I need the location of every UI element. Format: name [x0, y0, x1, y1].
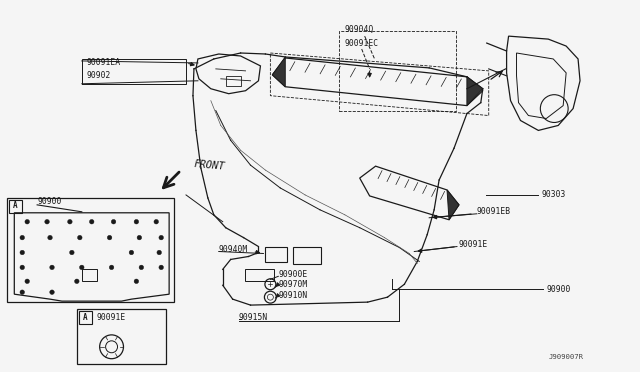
Circle shape	[74, 279, 79, 283]
Text: FRONT: FRONT	[193, 159, 225, 171]
Text: 90970M: 90970M	[278, 280, 308, 289]
Text: J909007R: J909007R	[548, 354, 583, 360]
Text: 90091EA: 90091EA	[87, 58, 121, 67]
Bar	[77, 309, 166, 364]
Circle shape	[79, 265, 84, 270]
Text: A: A	[83, 312, 87, 321]
Text: 90900E: 90900E	[278, 270, 308, 279]
Circle shape	[137, 235, 141, 240]
Text: 90091E: 90091E	[459, 240, 488, 249]
Circle shape	[154, 219, 159, 224]
Bar	[10, 200, 22, 213]
Bar	[82, 59, 186, 84]
Text: 90940M: 90940M	[219, 245, 248, 254]
Circle shape	[50, 290, 54, 295]
Bar	[339, 31, 456, 110]
Text: 90900: 90900	[547, 285, 571, 294]
Circle shape	[108, 235, 112, 240]
Polygon shape	[273, 57, 285, 87]
Circle shape	[25, 219, 29, 224]
Circle shape	[111, 219, 116, 224]
Polygon shape	[467, 77, 483, 106]
Bar	[82, 269, 97, 281]
Bar	[266, 247, 287, 262]
Circle shape	[20, 250, 24, 255]
Circle shape	[48, 235, 52, 240]
Circle shape	[20, 235, 24, 240]
Text: 90904Q: 90904Q	[345, 25, 374, 34]
Text: 90900: 90900	[37, 198, 61, 206]
Text: A: A	[13, 201, 18, 210]
Text: 90915N: 90915N	[239, 312, 268, 321]
Circle shape	[157, 250, 161, 255]
Circle shape	[25, 279, 29, 283]
Circle shape	[129, 250, 134, 255]
Circle shape	[20, 265, 24, 270]
Circle shape	[90, 219, 94, 224]
Circle shape	[134, 219, 139, 224]
Text: 90091E: 90091E	[97, 312, 126, 321]
Circle shape	[109, 265, 114, 270]
Circle shape	[139, 265, 143, 270]
Text: 90303: 90303	[541, 190, 566, 199]
Bar	[7, 198, 174, 302]
Bar	[244, 269, 275, 281]
Circle shape	[70, 250, 74, 255]
Circle shape	[20, 290, 24, 295]
Bar	[226, 76, 241, 86]
Circle shape	[45, 219, 49, 224]
Text: 90091EC: 90091EC	[345, 39, 379, 48]
Bar	[79, 311, 92, 324]
Circle shape	[134, 279, 139, 283]
Circle shape	[68, 219, 72, 224]
Text: 90902: 90902	[87, 71, 111, 80]
Circle shape	[159, 265, 163, 270]
Bar	[293, 247, 321, 264]
Circle shape	[159, 235, 163, 240]
Polygon shape	[447, 190, 459, 220]
Circle shape	[77, 235, 82, 240]
Text: 90910N: 90910N	[278, 291, 308, 300]
Circle shape	[50, 265, 54, 270]
Text: 90091EB: 90091EB	[477, 207, 511, 216]
